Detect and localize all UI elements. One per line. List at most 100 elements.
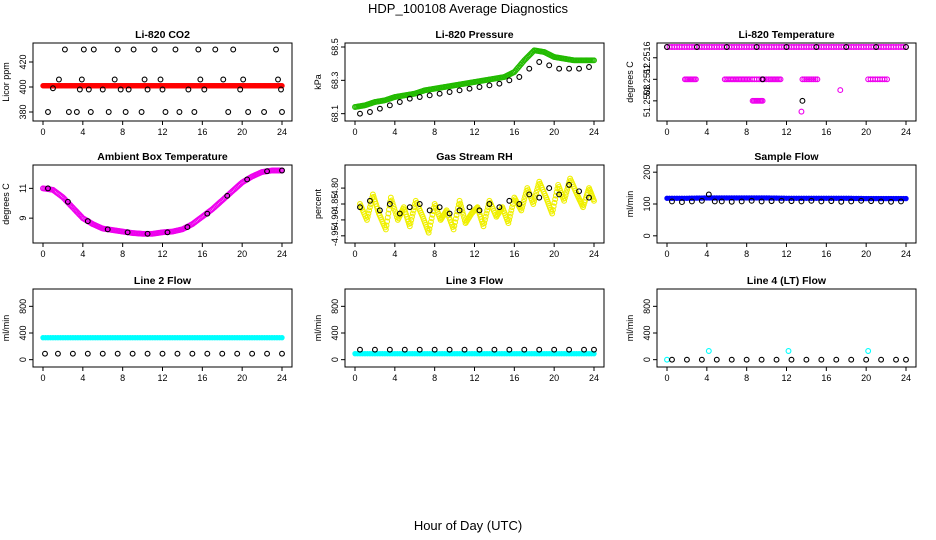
y-tick-label: -4.90 — [330, 210, 340, 231]
data-point — [521, 346, 528, 353]
y-tick-label: -4.95 — [330, 226, 340, 247]
data-point — [863, 356, 870, 363]
data-point — [201, 86, 208, 93]
data-point — [758, 356, 765, 363]
x-tick-label: 8 — [432, 127, 437, 137]
data-point — [903, 195, 909, 202]
y-tick-label: 400 — [642, 325, 652, 340]
data-point — [425, 229, 432, 236]
y-axis-label: ml/min — [625, 191, 635, 218]
panel-rh: Gas Stream RH percent 0 4 8 12 16 20 24 -4.95-4.9… — [313, 151, 605, 259]
data-point — [76, 86, 83, 93]
data-point — [456, 197, 463, 204]
data-point — [159, 86, 166, 93]
data-point — [461, 346, 468, 353]
data-point — [481, 220, 488, 227]
series-detail — [357, 175, 597, 236]
data-point — [507, 210, 514, 217]
data-point — [738, 198, 745, 205]
data-point — [80, 46, 87, 53]
data-point — [224, 192, 231, 199]
plot-frame — [656, 164, 917, 244]
data-point — [664, 44, 670, 50]
data-point — [176, 109, 183, 115]
x-tick-label: 20 — [237, 249, 247, 259]
data-point — [452, 215, 459, 222]
data-point — [865, 348, 872, 354]
y-tick-label: -4.80 — [330, 178, 340, 199]
data-point — [486, 201, 493, 207]
data-point — [868, 198, 875, 205]
data-point — [212, 46, 219, 53]
x-tick-label: 0 — [40, 373, 45, 383]
data-point — [496, 80, 503, 87]
data-point — [125, 86, 132, 93]
x-tick-label: 16 — [197, 249, 207, 259]
data-point — [536, 194, 543, 201]
data-point — [803, 356, 810, 363]
data-point — [450, 226, 457, 233]
data-point — [371, 346, 378, 353]
series-average — [357, 346, 597, 353]
data-point — [416, 94, 423, 100]
data-point — [264, 350, 271, 357]
data-point — [778, 197, 785, 204]
x-tick-label: 20 — [861, 373, 871, 383]
y-tick-label: 800 — [642, 299, 652, 314]
data-point — [357, 346, 363, 353]
x-tick-label: 24 — [277, 127, 287, 137]
x-tick-label: 24 — [901, 127, 911, 137]
data-point — [814, 76, 821, 83]
x-tick-label: 16 — [821, 373, 831, 383]
data-point — [172, 46, 179, 53]
data-point — [279, 167, 285, 174]
data-point — [536, 346, 543, 353]
x-tick-label: 0 — [40, 127, 45, 137]
data-point — [843, 44, 850, 50]
data-point — [664, 356, 670, 363]
data-point — [129, 350, 136, 357]
data-point — [279, 334, 285, 341]
series-detail — [664, 348, 872, 363]
data-point — [364, 216, 370, 223]
data-point — [383, 222, 390, 229]
data-point — [138, 109, 145, 115]
x-tick-label: 4 — [704, 127, 709, 137]
data-point — [384, 214, 391, 221]
data-point — [805, 76, 811, 83]
data-point — [576, 65, 583, 72]
data-point — [799, 97, 806, 104]
series-average — [42, 350, 285, 357]
data-point — [562, 192, 569, 199]
data-point — [591, 346, 597, 353]
data-point — [837, 87, 844, 94]
data-point — [386, 102, 393, 109]
data-point — [409, 213, 415, 220]
x-tick-label: 8 — [744, 127, 749, 137]
data-point — [392, 208, 399, 215]
data-point — [551, 346, 558, 353]
panel-title: Line 3 Flow — [446, 275, 504, 287]
data-point — [759, 97, 766, 104]
data-point — [45, 109, 51, 115]
y-tick-label: 100 — [642, 196, 652, 211]
data-point — [692, 76, 699, 83]
plot-frame — [32, 42, 293, 122]
series-detail — [352, 47, 597, 110]
data-point — [549, 210, 556, 217]
data-point — [366, 109, 373, 115]
data-point — [884, 76, 891, 83]
x-tick-label: 0 — [664, 373, 669, 383]
data-point — [427, 218, 434, 225]
panel-title: Li-820 Temperature — [738, 29, 834, 41]
data-point — [723, 44, 730, 50]
data-point — [386, 346, 393, 353]
y-tick-label: 200 — [642, 165, 652, 180]
data-point — [678, 199, 685, 206]
data-point — [84, 350, 91, 357]
data-point — [530, 201, 537, 207]
y-tick-label: 51.2508 — [642, 85, 652, 118]
data-point — [858, 197, 865, 204]
panel-ambient: Ambient Box Temperature degrees C 0 4 8 12 16 2… — [1, 151, 293, 259]
